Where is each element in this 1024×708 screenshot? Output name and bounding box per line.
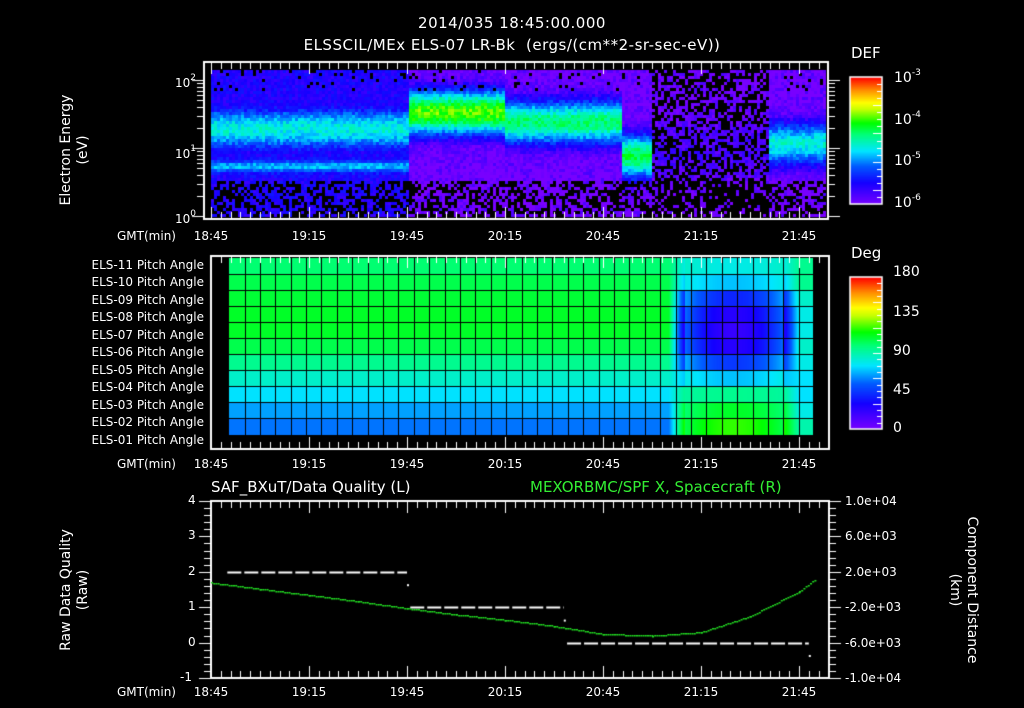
panel3-xtick: 21:15 <box>683 685 719 699</box>
panel2-xtick: 20:45 <box>585 457 621 471</box>
def-colorbar-tick: 10-5 <box>894 151 921 169</box>
plot-timestamp: 2014/035 18:45:00.000 <box>418 14 606 32</box>
panel3-left-ylabel-line2: (Raw) <box>75 569 91 611</box>
deg-colorbar-tick: 135 <box>893 304 920 320</box>
deg-colorbar-tick: 180 <box>893 264 920 280</box>
panel2-xtick: 19:15 <box>291 457 327 471</box>
panel1-xtick: 18:45 <box>193 229 229 243</box>
pitch-angle-row-label: ELS-01 Pitch Angle <box>91 433 204 447</box>
panel1-ytick-100: 102 <box>175 73 197 90</box>
def-colorbar-tick: 10-4 <box>894 110 921 128</box>
pitch-angle-row-label: ELS-11 Pitch Angle <box>91 258 204 272</box>
deg-colorbar-tick: 45 <box>893 382 911 398</box>
panel3-xtick: 19:45 <box>389 685 425 699</box>
panel1-ylabel-line2: (eV) <box>75 135 91 165</box>
def-colorbar-tick: 10-3 <box>894 68 921 86</box>
panel1-xtick: 20:45 <box>585 229 621 243</box>
panel2-xtick: 21:15 <box>683 457 719 471</box>
pitch-angle-row-label: ELS-06 Pitch Angle <box>91 345 204 359</box>
panel3-xtick: 18:45 <box>193 685 229 699</box>
panel3-left-ytick: 0 <box>188 635 196 649</box>
panel3-xtick: 20:45 <box>585 685 621 699</box>
panel3-right-title: MEXORBMC/SPF X, Spacecraft (R) <box>530 478 782 496</box>
panel3-left-ylabel-line1: Raw Data Quality <box>58 529 74 651</box>
panel3-time-axis-label: GMT(min) <box>117 685 176 699</box>
panel1-ytick-10: 101 <box>175 144 197 161</box>
panel2-xtick: 21:45 <box>781 457 817 471</box>
panel3-right-ylabel-line1: Component Distance <box>964 516 980 664</box>
panel1-time-axis-label: GMT(min) <box>117 229 176 243</box>
pitch-angle-row-label: ELS-05 Pitch Angle <box>91 363 204 377</box>
panel3-right-ytick: 1.0e+04 <box>845 494 897 508</box>
panel2-time-axis-label: GMT(min) <box>117 457 176 471</box>
panel3-left-title: SAF_BXuT/Data Quality (L) <box>211 478 411 496</box>
panel3-left-ylabel: Raw Data Quality (Raw) <box>58 510 98 670</box>
panel3-right-ytick: 2.0e+03 <box>845 565 897 579</box>
panel2-xtick: 20:15 <box>487 457 523 471</box>
panel3-left-ytick: 2 <box>188 564 196 578</box>
pitch-angle-row-label: ELS-07 Pitch Angle <box>91 328 204 342</box>
panel1-ylabel-line1: Electron Energy <box>58 94 74 206</box>
def-colorbar-tick: 10-6 <box>894 193 921 211</box>
deg-colorbar-tick: 0 <box>893 420 902 436</box>
panel3-right-ytick: -6.0e+03 <box>845 636 902 650</box>
panel3-xtick: 19:15 <box>291 685 327 699</box>
panel2-xtick: 18:45 <box>193 457 229 471</box>
panel3-left-ytick: -1 <box>180 670 192 684</box>
panel3-left-ytick: 3 <box>188 528 196 542</box>
deg-colorbar-title: Deg <box>851 244 882 262</box>
panel3-xtick: 21:45 <box>781 685 817 699</box>
panel1-xtick: 20:15 <box>487 229 523 243</box>
panel1-ytick-1: 100 <box>175 209 197 226</box>
plot-subtitle: ELSSCIL/MEx ELS-07 LR-Bk (ergs/(cm**2-sr… <box>303 36 721 54</box>
panel3-right-ylabel-line2: (km) <box>947 573 963 607</box>
panel3-right-ytick: -1.0e+04 <box>845 671 902 685</box>
pitch-angle-row-label: ELS-08 Pitch Angle <box>91 310 204 324</box>
panel3-right-ylabel: Component Distance (km) <box>940 500 980 680</box>
panel1-xtick: 19:15 <box>291 229 327 243</box>
pitch-angle-row-label: ELS-10 Pitch Angle <box>91 275 204 289</box>
panel3-right-ytick: -2.0e+03 <box>845 600 902 614</box>
panel1-xtick: 21:45 <box>781 229 817 243</box>
pitch-angle-row-label: ELS-02 Pitch Angle <box>91 415 204 429</box>
panel1-xtick: 21:15 <box>683 229 719 243</box>
deg-colorbar-tick: 90 <box>893 343 911 359</box>
def-colorbar-title: DEF <box>851 44 881 62</box>
panel2-xtick: 19:45 <box>389 457 425 471</box>
pitch-angle-row-label: ELS-09 Pitch Angle <box>91 293 204 307</box>
panel3-left-ytick: 4 <box>188 493 196 507</box>
panel1-xtick: 19:45 <box>389 229 425 243</box>
panel3-xtick: 20:15 <box>487 685 523 699</box>
pitch-angle-row-label: ELS-03 Pitch Angle <box>91 398 204 412</box>
panel3-right-ytick: 6.0e+03 <box>845 529 897 543</box>
pitch-angle-row-label: ELS-04 Pitch Angle <box>91 380 204 394</box>
panel3-left-ytick: 1 <box>188 599 196 613</box>
panel1-ylabel: Electron Energy (eV) <box>58 70 98 230</box>
